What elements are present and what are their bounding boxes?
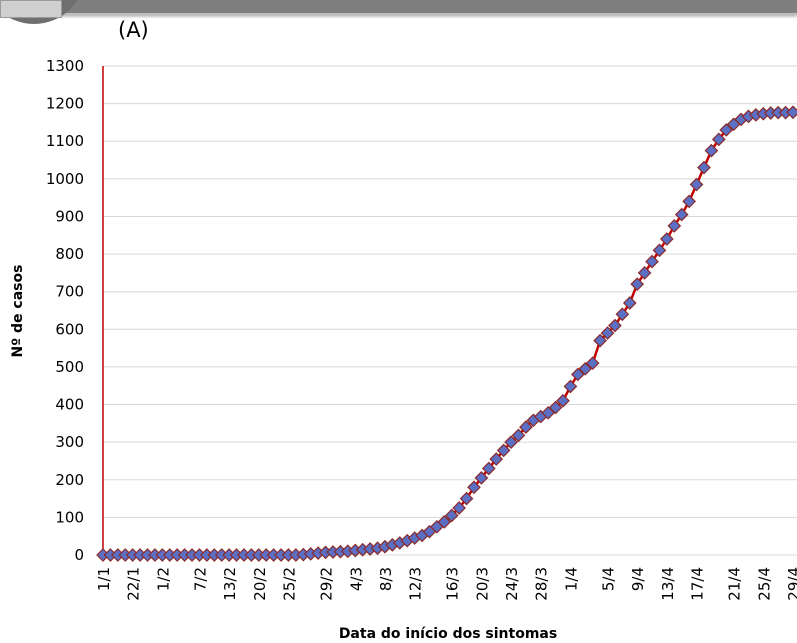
- x-tick-label: 7/2: [191, 567, 209, 591]
- y-tick-label: 500: [55, 358, 84, 376]
- data-point: [570, 367, 585, 382]
- data-point: [452, 501, 466, 515]
- data-point: [511, 428, 526, 443]
- data-point: [548, 400, 563, 415]
- data-point: [689, 177, 704, 192]
- data-point: [652, 243, 667, 258]
- y-tick-label: 1200: [46, 95, 84, 113]
- x-tick-label: 29/4: [785, 567, 797, 601]
- y-tick-label: 900: [55, 207, 84, 225]
- data-point: [682, 194, 696, 209]
- x-tick-label: 9/4: [629, 567, 647, 591]
- y-tick-labels: 0 100 200 300 400 500 600 700 800 900 1000 1100 1200…: [46, 57, 84, 564]
- x-tick-label: 4/3: [347, 567, 365, 591]
- data-point: [437, 515, 452, 529]
- data-point: [467, 480, 481, 495]
- data-point: [660, 232, 674, 246]
- x-tick-label: 16/3: [444, 567, 462, 601]
- data-point: [585, 356, 600, 371]
- data-point: [578, 361, 593, 376]
- data-point: [630, 277, 645, 292]
- header-bar: [0, 0, 797, 15]
- x-tick-label: 25/2: [280, 567, 298, 601]
- y-axis-title: Nº de casos: [10, 265, 26, 358]
- x-tick-label: 1/2: [154, 567, 172, 591]
- x-tick-label: 29/2: [318, 567, 336, 601]
- gridlines: [103, 65, 797, 556]
- data-point: [711, 132, 726, 147]
- data-point: [719, 123, 734, 137]
- y-tick-label: 1000: [46, 170, 84, 188]
- data-point: [697, 160, 711, 175]
- x-tick-label: 21/4: [726, 567, 744, 601]
- data-point: [645, 254, 659, 269]
- data-point: [496, 443, 511, 458]
- data-point: [444, 508, 459, 523]
- x-tick-label: 28/3: [533, 567, 551, 601]
- data-point: [674, 207, 689, 222]
- data-point: [622, 296, 637, 310]
- data-point: [593, 333, 607, 348]
- data-point: [608, 318, 622, 333]
- y-tick-label: 200: [55, 471, 84, 489]
- x-tick-label: 1/4: [562, 567, 580, 591]
- data-point: [489, 452, 504, 466]
- x-tick-label: 22/1: [125, 567, 143, 601]
- x-tick-label: 24/3: [503, 567, 521, 601]
- x-tick-label: 25/4: [755, 567, 773, 601]
- data-point: [600, 326, 615, 340]
- x-tick-label: 12/3: [407, 567, 425, 601]
- data-point: [786, 105, 797, 120]
- y-tick-label: 400: [55, 396, 84, 414]
- y-tick-label: 1300: [46, 57, 84, 75]
- y-tick-label: 800: [55, 245, 84, 263]
- data-point: [556, 393, 570, 408]
- data-point: [519, 420, 533, 434]
- data-markers: [96, 105, 797, 562]
- y-tick-label: 1100: [46, 132, 84, 150]
- x-tick-label: 17/4: [689, 567, 707, 601]
- x-tick-label: 8/3: [377, 567, 395, 591]
- data-point: [615, 307, 630, 322]
- x-tick-labels: 1/1 22/1 1/2 7/2 13/2 20/2 25/2 29/2 4/3 8/3 12/3 1…: [95, 567, 797, 601]
- x-tick-label: 20/3: [473, 567, 491, 601]
- x-tick-label: 1/1: [95, 567, 113, 591]
- data-point: [563, 379, 578, 394]
- y-tick-label: 0: [74, 546, 84, 564]
- data-point: [704, 143, 719, 158]
- panel-label: (A): [118, 18, 149, 42]
- data-point: [481, 461, 496, 476]
- y-tick-label: 100: [55, 508, 84, 526]
- y-tick-label: 700: [55, 283, 84, 301]
- data-point: [637, 266, 652, 280]
- y-tick-label: 600: [55, 320, 84, 338]
- x-tick-label: 20/2: [251, 567, 269, 601]
- x-tick-label: 13/2: [221, 567, 239, 601]
- corner-badge-inset: [0, 0, 62, 18]
- data-point: [474, 471, 489, 485]
- data-point: [504, 435, 518, 450]
- x-axis-title: Data do início dos sintomas: [339, 626, 557, 642]
- data-point: [459, 491, 474, 506]
- x-tick-label: 13/4: [659, 567, 677, 601]
- data-point: [667, 219, 682, 233]
- x-tick-label: 5/4: [600, 567, 618, 591]
- y-tick-label: 300: [55, 433, 84, 451]
